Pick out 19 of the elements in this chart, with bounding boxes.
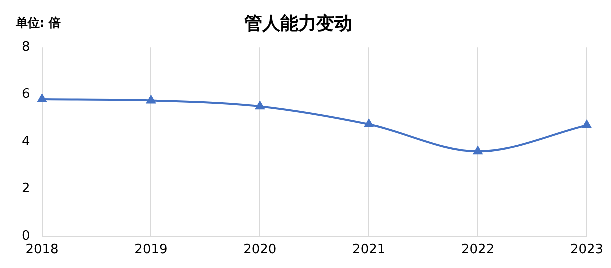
y-tick-label: 8 — [22, 40, 30, 55]
y-tick-label: 6 — [22, 87, 30, 102]
x-tick-label: 2023 — [570, 242, 604, 258]
point — [38, 94, 47, 103]
point — [582, 120, 592, 128]
y-tick-label: 0 — [22, 228, 30, 244]
text: 单位: 倍 — [15, 16, 61, 30]
x-tick-label: 2018 — [26, 242, 59, 258]
x-tick-label: 2019 — [134, 242, 168, 258]
chart-title: 管人能力变动 — [244, 13, 352, 34]
point — [256, 102, 265, 110]
x-tick-label: 2020 — [244, 242, 277, 258]
y-tick-label: 4 — [22, 134, 30, 150]
point — [364, 120, 374, 128]
y-tick-label: 2 — [22, 182, 30, 197]
point — [146, 96, 156, 104]
x-tick-label: 2021 — [352, 242, 386, 258]
point — [474, 146, 483, 155]
x-tick-label: 2022 — [462, 242, 495, 258]
